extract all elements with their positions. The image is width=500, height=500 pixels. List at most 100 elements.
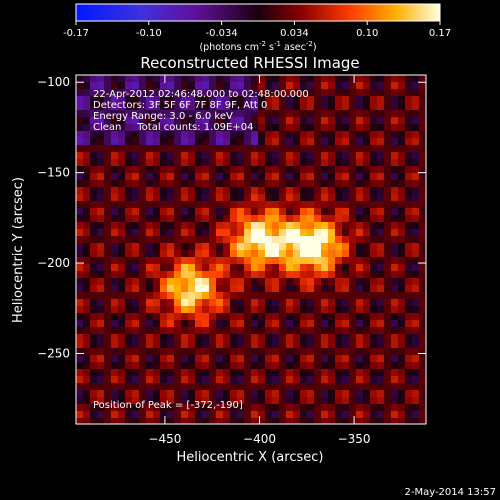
heatmap-cell — [153, 397, 161, 405]
heatmap-cell — [216, 236, 224, 244]
heatmap-cell — [146, 257, 154, 265]
heatmap-cell — [216, 390, 224, 398]
heatmap-cell — [300, 75, 308, 83]
heatmap-cell — [391, 411, 399, 419]
heatmap-cell — [300, 96, 308, 104]
heatmap-cell — [90, 278, 98, 286]
heatmap-cell — [244, 82, 252, 90]
heatmap-cell — [384, 355, 392, 363]
heatmap-cell — [209, 229, 217, 237]
heatmap-cell — [132, 173, 140, 181]
heatmap-cell — [216, 173, 224, 181]
heatmap-cell — [405, 320, 413, 328]
heatmap-cell — [209, 159, 217, 167]
heatmap-cell — [391, 243, 399, 251]
colorbar-units-label: (photons cm-2 s-1 asec-2) — [199, 40, 316, 53]
heatmap-cell — [244, 341, 252, 349]
heatmap-cell — [321, 243, 329, 251]
heatmap-cell — [279, 257, 287, 265]
heatmap-cell — [300, 250, 308, 258]
heatmap-cell — [321, 320, 329, 328]
heatmap-cell — [335, 117, 343, 125]
heatmap-cell — [181, 334, 189, 342]
heatmap-cell — [244, 103, 252, 111]
heatmap-cell — [272, 159, 280, 167]
heatmap-cell — [230, 306, 238, 314]
heatmap-cell — [195, 152, 203, 160]
heatmap-cell — [286, 131, 294, 139]
heatmap-cell — [370, 348, 378, 356]
heatmap-cell — [160, 187, 168, 195]
heatmap-cell — [314, 194, 322, 202]
heatmap-cell — [314, 103, 322, 111]
heatmap-cell — [160, 236, 168, 244]
heatmap-cell — [251, 397, 259, 405]
heatmap-cell — [265, 355, 273, 363]
heatmap-cell — [384, 208, 392, 216]
heatmap-cell — [104, 418, 112, 424]
heatmap-cell — [146, 138, 154, 146]
heatmap-cell — [244, 201, 252, 209]
heatmap-cell — [279, 271, 287, 279]
heatmap-cell — [384, 75, 392, 83]
heatmap-cell — [356, 229, 364, 237]
heatmap-cell — [412, 376, 420, 384]
heatmap-cell — [328, 159, 336, 167]
heatmap-cell — [125, 355, 133, 363]
heatmap-cell — [258, 82, 266, 90]
heatmap-cell — [216, 180, 224, 188]
heatmap-cell — [132, 166, 140, 174]
heatmap-cell — [90, 390, 98, 398]
heatmap-cell — [286, 271, 294, 279]
heatmap-cell — [286, 320, 294, 328]
heatmap-cell — [363, 82, 371, 90]
heatmap-cell — [195, 96, 203, 104]
heatmap-cell — [363, 96, 371, 104]
heatmap-cell — [83, 173, 91, 181]
heatmap-cell — [391, 152, 399, 160]
heatmap-cell — [391, 355, 399, 363]
heatmap-cell — [97, 236, 105, 244]
heatmap-cell — [279, 117, 287, 125]
heatmap-cell — [342, 173, 350, 181]
heatmap-cell — [328, 334, 336, 342]
heatmap-cell — [104, 187, 112, 195]
heatmap-cell — [174, 327, 182, 335]
heatmap-cell — [237, 124, 245, 132]
heatmap-cell — [153, 250, 161, 258]
heatmap-cell — [160, 250, 168, 258]
heatmap-cell — [195, 110, 203, 118]
heatmap-cell — [251, 369, 259, 377]
heatmap-cell — [251, 411, 259, 419]
heatmap-cell — [223, 110, 231, 118]
heatmap-cell — [111, 145, 119, 153]
heatmap-cell — [377, 222, 385, 230]
heatmap-cell — [209, 117, 217, 125]
heatmap-cell — [223, 145, 231, 153]
heatmap-cell — [202, 117, 210, 125]
heatmap-cell — [335, 327, 343, 335]
heatmap-cell — [314, 411, 322, 419]
heatmap-cell — [146, 201, 154, 209]
heatmap-cell — [286, 180, 294, 188]
heatmap-cell — [174, 180, 182, 188]
heatmap-cell — [111, 341, 119, 349]
heatmap-cell — [286, 327, 294, 335]
heatmap-cell — [356, 271, 364, 279]
heatmap-cell — [167, 390, 175, 398]
heatmap-cell — [377, 208, 385, 216]
heatmap-cell — [160, 355, 168, 363]
heatmap-cell — [223, 222, 231, 230]
heatmap-cell — [118, 187, 126, 195]
heatmap-cell — [328, 348, 336, 356]
heatmap-cell — [265, 271, 273, 279]
heatmap-cell — [83, 103, 91, 111]
heatmap-cell — [230, 201, 238, 209]
heatmap-cell — [146, 334, 154, 342]
heatmap-cell — [195, 173, 203, 181]
heatmap-cell — [90, 397, 98, 405]
heatmap-cell — [111, 131, 119, 139]
heatmap-cell — [90, 187, 98, 195]
heatmap-cell — [412, 110, 420, 118]
heatmap-cell — [265, 236, 273, 244]
